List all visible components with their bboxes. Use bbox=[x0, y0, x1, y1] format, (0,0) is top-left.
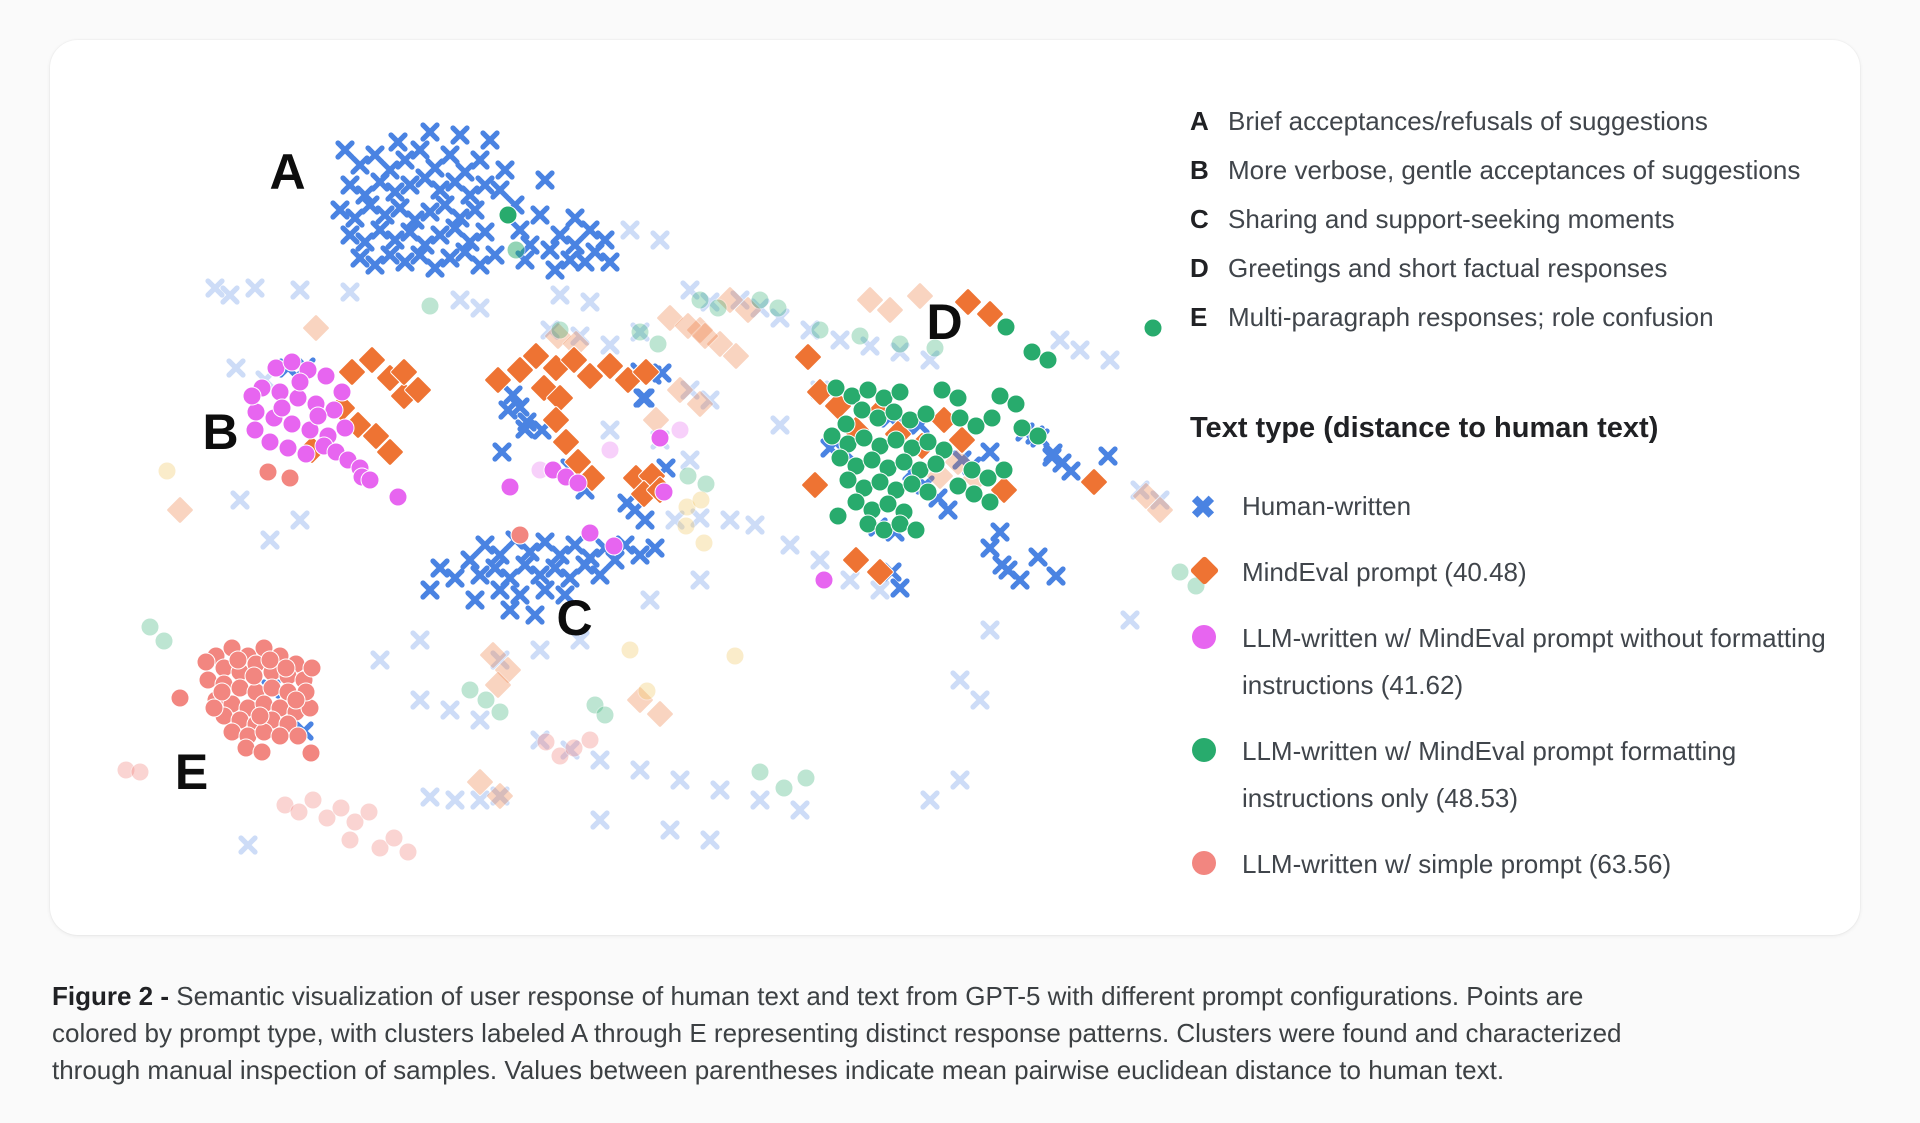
circle-marker-icon bbox=[1192, 625, 1216, 649]
legend-item-human-written: ✖ Human-written bbox=[1190, 483, 1860, 530]
legend-item-label: MindEval prompt (40.48) bbox=[1242, 557, 1527, 587]
legend-item-label: LLM-written w/ simple prompt (63.56) bbox=[1242, 849, 1672, 879]
figure-caption-text: Semantic visualization of user response … bbox=[52, 981, 1622, 1085]
cluster-text-a: Brief acceptances/refusals of suggestion… bbox=[1228, 106, 1708, 136]
legend-item-mindeval-formatting-only: LLM-written w/ MindEval prompt formattin… bbox=[1190, 728, 1860, 822]
cluster-key-b: B bbox=[1190, 155, 1209, 185]
cluster-key-a: A bbox=[1190, 106, 1209, 136]
cluster-label-B: B bbox=[202, 404, 240, 460]
legend: Text type (distance to human text) ✖ Hum… bbox=[1189, 412, 1860, 907]
cluster-label-D: D bbox=[926, 294, 964, 350]
cluster-text-c: Sharing and support-seeking moments bbox=[1228, 204, 1675, 234]
cluster-text-d: Greetings and short factual responses bbox=[1228, 253, 1668, 283]
cluster-description-e: E Multi-paragraph responses; role confus… bbox=[1190, 302, 1850, 351]
cluster-description-list: A Brief acceptances/refusals of suggesti… bbox=[1190, 106, 1850, 351]
cluster-key-c: C bbox=[1190, 204, 1209, 234]
scatter-plot bbox=[116, 122, 1206, 862]
cluster-text-b: More verbose, gentle acceptances of sugg… bbox=[1228, 155, 1801, 185]
legend-title: Text type (distance to human text) bbox=[1190, 412, 1659, 444]
cluster-description-a: A Brief acceptances/refusals of suggesti… bbox=[1190, 106, 1850, 155]
cluster-label-C: C bbox=[556, 590, 594, 646]
legend-item-label: Human-written bbox=[1242, 491, 1412, 521]
diamond-marker-icon bbox=[1189, 555, 1220, 586]
cluster-text-e: Multi-paragraph responses; role confusio… bbox=[1228, 302, 1714, 332]
cluster-description-b: B More verbose, gentle acceptances of su… bbox=[1190, 155, 1850, 204]
legend-item-mindeval-prompt: MindEval prompt (40.48) bbox=[1189, 549, 1860, 596]
cluster-label-A: A bbox=[269, 144, 307, 200]
circle-marker-icon bbox=[1192, 851, 1216, 875]
figure-caption-label: Figure 2 - bbox=[52, 981, 170, 1011]
cluster-description-d: D Greetings and short factual responses bbox=[1190, 253, 1850, 302]
figure-card: A B C D E A Brief acceptances/refusals o… bbox=[50, 40, 1860, 935]
legend-item-label: LLM-written w/ MindEval prompt without f… bbox=[1242, 623, 1826, 700]
x-marker-icon: ✖ bbox=[1190, 490, 1216, 525]
cluster-key-d: D bbox=[1190, 253, 1209, 283]
cluster-label-E: E bbox=[174, 744, 210, 800]
legend-item-simple-prompt: LLM-written w/ simple prompt (63.56) bbox=[1190, 841, 1860, 888]
cluster-key-e: E bbox=[1190, 302, 1208, 332]
cluster-description-c: C Sharing and support-seeking moments bbox=[1190, 204, 1850, 253]
legend-item-mindeval-no-formatting: LLM-written w/ MindEval prompt without f… bbox=[1190, 615, 1860, 709]
circle-marker-icon bbox=[1192, 738, 1216, 762]
figure-caption: Figure 2 - Semantic visualization of use… bbox=[52, 978, 1632, 1089]
legend-item-label: LLM-written w/ MindEval prompt formattin… bbox=[1242, 736, 1737, 813]
